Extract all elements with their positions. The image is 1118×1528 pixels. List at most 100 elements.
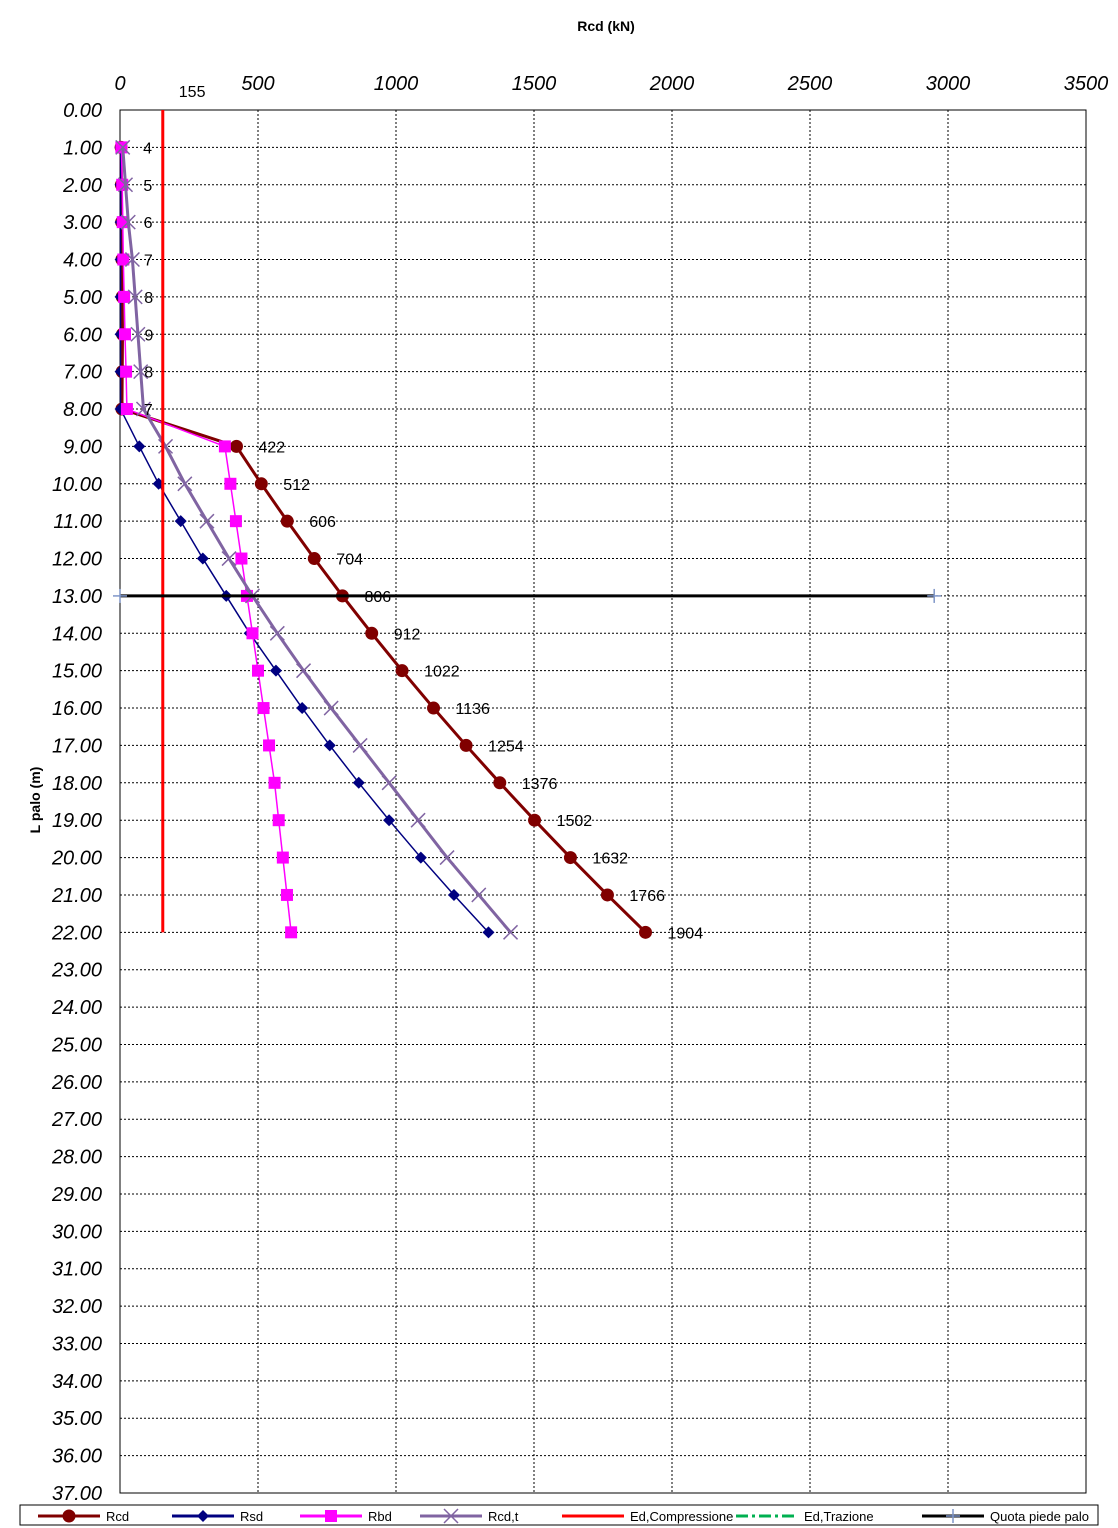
data-label: 1502 [557, 813, 593, 830]
data-label: 512 [283, 477, 310, 494]
x-tick-label: 3500 [1064, 73, 1109, 95]
data-point-quota-piede-palo [113, 588, 127, 603]
y-tick-label: 5.00 [63, 287, 102, 309]
y-tick-label: 27.00 [51, 1109, 102, 1131]
data-point-rcd-t-stroke [115, 139, 131, 155]
data-point-rsd [482, 926, 495, 939]
legend-marker-rcd-t-stroke [443, 1508, 459, 1524]
data-point-rbd [118, 328, 131, 341]
data-point-rbd [120, 365, 133, 378]
data-point-rsd [296, 702, 309, 715]
data-label: 8 [144, 365, 153, 382]
data-point-rcd-t [135, 401, 151, 417]
data-label: 5 [143, 178, 152, 195]
legend-item-ed-compressione: Ed,Compressione [562, 1509, 733, 1524]
legend-marker-rcd [62, 1509, 76, 1523]
data-point-rcd-t-stroke [133, 364, 149, 380]
data-point-rbd [218, 440, 231, 453]
y-tick-label: 30.00 [52, 1221, 102, 1243]
legend-marker-rbd [325, 1510, 337, 1522]
data-point-rsd [269, 664, 282, 677]
data-point-rbd [246, 627, 259, 640]
data-point-rcd [639, 925, 653, 939]
data-point-rcd-t-stroke [323, 700, 339, 716]
data-point-rcd [395, 664, 409, 678]
y-tick-label: 15.00 [52, 661, 102, 683]
data-point-rbd [280, 888, 293, 901]
data-labels: 4 5 6 7 8 9 8 7 422 512 606 704 806 912 1022 1136 1254 13… [143, 84, 703, 942]
legend-label-ed-compressione: Ed,Compressione [630, 1509, 733, 1524]
data-point-rsd [174, 515, 187, 528]
legend-label-quota-piede-palo: Quota piede palo [990, 1509, 1089, 1524]
data-label: 1766 [629, 888, 665, 905]
data-point-rcd-t-stroke [221, 551, 237, 567]
data-label: 4 [143, 140, 152, 157]
y-tick-label: 4.00 [63, 250, 102, 272]
data-point-rcd-t [117, 177, 134, 193]
data-point-rcd-t [296, 663, 312, 679]
y-tick-label: 11.00 [53, 511, 102, 533]
legend: Rcd Rsd Rbd Rcd,t Ed,Compressione Ed,Trazione… [19, 1504, 1099, 1526]
data-point-rsd [323, 739, 336, 752]
y-tick-label: 10.00 [52, 474, 102, 496]
y-tick-label: 32.00 [52, 1296, 102, 1318]
data-label: 704 [336, 552, 363, 569]
y-tick-label: 28.00 [51, 1147, 102, 1169]
y-tick-label: 3.00 [63, 212, 102, 234]
legend-item-ed-trazione: Ed,Trazione [736, 1509, 874, 1524]
legend-item-rsd: Rsd [172, 1509, 263, 1524]
data-point-rbd [285, 926, 298, 939]
data-point-rbd [263, 739, 276, 752]
data-point-rcd-t-stroke [135, 401, 151, 417]
data-label: 1254 [488, 738, 524, 755]
data-label: 8 [144, 290, 153, 307]
data-point-rcd-t-stroke [269, 625, 285, 641]
y-tick-label: 21.00 [51, 885, 102, 907]
y-tick-label: 13.00 [52, 586, 102, 608]
data-label: 1904 [668, 925, 704, 942]
series-layer [113, 110, 942, 940]
data-label: 422 [258, 439, 285, 456]
legend-marker-rcd-t [443, 1508, 459, 1524]
legend-item-quota-piede-palo: Quota piede palo [922, 1509, 1089, 1524]
data-point-rbd [257, 702, 270, 715]
x-tick-label: 3000 [926, 73, 971, 95]
data-point-rcd [563, 851, 577, 865]
x-tick-label: 0 [114, 73, 125, 95]
y-tick-label: 34.00 [52, 1371, 102, 1393]
y-tick-label: 33.00 [52, 1333, 102, 1355]
data-point-rcd-t-stroke [177, 476, 193, 492]
y-tick-label: 31.00 [52, 1259, 102, 1281]
data-point-rsd [414, 851, 427, 864]
data-label: 1632 [592, 851, 628, 868]
data-point-rcd-t [115, 139, 131, 155]
data-point-rcd-t-stroke [127, 289, 143, 305]
y-tick-label: 0.00 [63, 100, 102, 122]
data-point-rbd [117, 253, 130, 266]
data-point-rcd-t-stroke [117, 177, 134, 193]
series-line-rcd-t [121, 147, 512, 934]
y-tick-label: 37.00 [52, 1483, 102, 1505]
y-tick-label: 12.00 [52, 549, 102, 571]
data-point-rcd-t [352, 737, 368, 753]
data-label: 6 [144, 215, 153, 232]
legend-marker-quota-piede-palo [946, 1509, 960, 1523]
data-label: 7 [144, 253, 153, 270]
y-axis-label: L palo (m) [27, 767, 43, 834]
legend-item-rcd: Rcd [38, 1509, 129, 1524]
data-point-rcd-t-stroke [296, 663, 312, 679]
data-point-rbd [272, 814, 285, 827]
data-label: 155 [179, 84, 206, 101]
data-point-rcd-t-stroke [124, 251, 140, 268]
legend-label-rcd-t: Rcd,t [488, 1509, 519, 1524]
data-point-rcd [459, 738, 473, 752]
data-point-rcd [528, 813, 542, 827]
y-tick-label: 23.00 [51, 960, 102, 982]
data-point-rcd-t [158, 438, 174, 454]
data-label: 806 [364, 589, 391, 606]
data-point-rcd [365, 626, 379, 640]
x-tick-label: 2500 [787, 73, 833, 95]
x-tick-label: 1000 [374, 73, 419, 95]
data-point-rcd-t [120, 214, 136, 230]
legend-label-rbd: Rbd [368, 1509, 392, 1524]
